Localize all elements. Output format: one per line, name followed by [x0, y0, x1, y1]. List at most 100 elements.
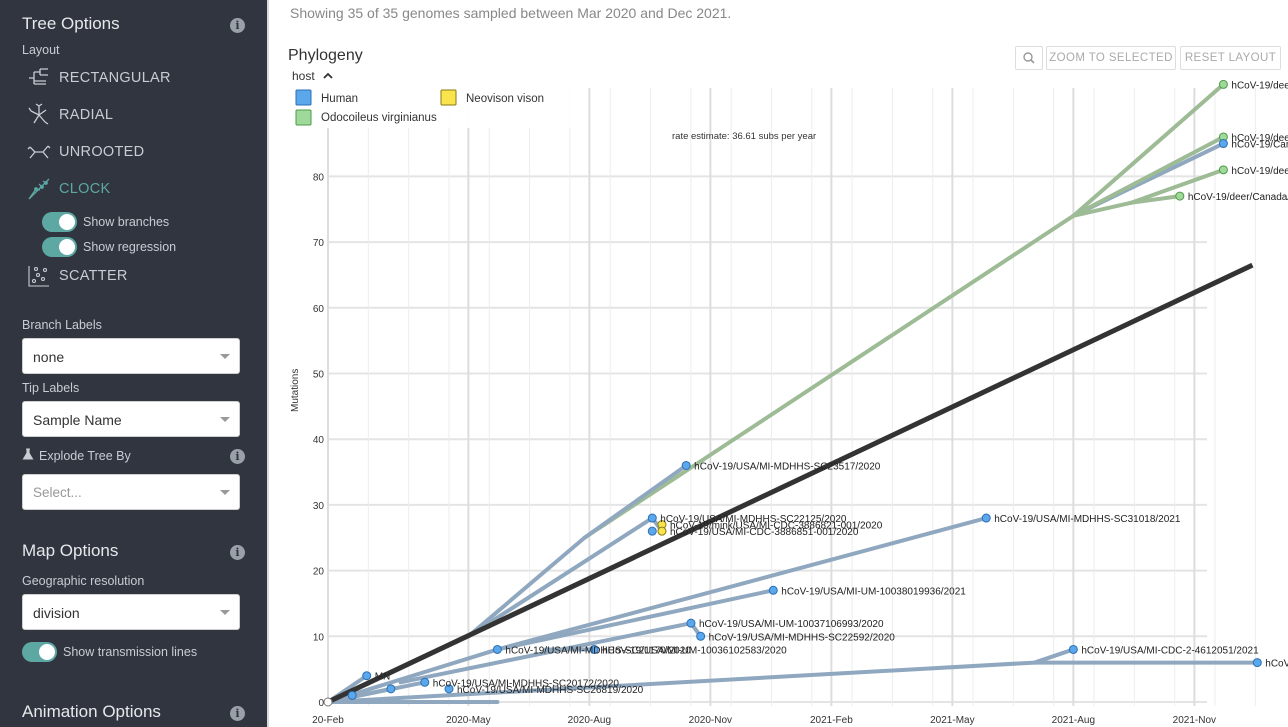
chevron-down-icon: [220, 610, 230, 615]
transmission-lines-switch[interactable]: [22, 642, 57, 662]
branch-line: [1071, 82, 1226, 218]
tip-label: hCoV-19/deer/Cana: [1231, 133, 1288, 144]
tip-label: hCoV-19/USA/MI-MDHHS-SC21170/2020: [505, 645, 691, 656]
tip-node: [657, 526, 667, 536]
branch-line: [326, 660, 1037, 704]
tip-label: hCoV-19/USA/MI-MDHHS-SC31018/2021: [994, 514, 1181, 525]
tip-labels-select[interactable]: Sample Name: [22, 401, 240, 437]
clock-chart: 0 10 20 30 40 50 60 70 80 20-Feb 2020-May 2020-Aug 2…: [287, 69, 1288, 726]
x-tick-label: 2021-Feb: [810, 715, 853, 726]
legend-bg: [287, 86, 577, 128]
tip-labels-value: Sample Name: [33, 412, 122, 428]
geo-resolution-select[interactable]: division: [22, 594, 240, 630]
tip-label: hCoV-19/mink/USA/MI-CDC-3886821-001/2020: [670, 521, 883, 532]
legend-swatch-neovison[interactable]: [440, 89, 457, 106]
tip-node: [386, 684, 396, 694]
legend-label-human[interactable]: Human: [321, 93, 358, 105]
show-branches-label: Show branches: [83, 215, 170, 229]
legend: host Human Neovison vison Odocoileus vir…: [287, 69, 577, 128]
tip-node: [362, 671, 372, 681]
rate-estimate: rate estimate: 36.61 subs per year: [672, 131, 816, 142]
x-tick-label: 20-Feb: [312, 715, 344, 726]
explode-tree-select[interactable]: Select...: [22, 474, 240, 510]
legend-label-neovison[interactable]: Neovison vison: [466, 93, 544, 105]
tip-node: [696, 631, 706, 641]
tip-label: hCoV-19/Canada/ON: [1231, 140, 1288, 151]
branch-labels-value: none: [33, 349, 65, 365]
explode-tree-label: Explode Tree By: [39, 449, 131, 463]
main-panel: Showing 35 of 35 genomes sampled between…: [269, 0, 1288, 727]
y-axis-label: Mutations: [290, 369, 301, 412]
branch-line: [582, 213, 1076, 540]
branch-line: [495, 588, 776, 652]
tip-node: [981, 513, 991, 523]
y-tick-label: 80: [313, 172, 325, 183]
sidebar: Tree Options i Layout RECTANGULAR RADIAL…: [0, 0, 267, 727]
tip-node: [1218, 165, 1228, 175]
radial-tree-icon: [28, 103, 49, 125]
magnifier-icon: [1023, 52, 1035, 64]
tip-node: [1252, 658, 1262, 668]
explode-tree-info-icon[interactable]: i: [230, 449, 245, 464]
y-tick-label: 30: [313, 501, 325, 512]
y-tick-label: 40: [313, 435, 325, 446]
layout-label: Layout: [22, 43, 60, 57]
tip-node: [1175, 191, 1185, 201]
y-tick-label: 70: [313, 238, 325, 249]
chart-grid: [327, 88, 1256, 706]
branch-labels-select[interactable]: none: [22, 338, 240, 374]
zoom-button[interactable]: [1015, 46, 1043, 70]
show-branches-switch[interactable]: [42, 212, 77, 232]
layout-radial[interactable]: RADIAL: [26, 101, 113, 129]
x-tick-label: 2020-Aug: [568, 715, 611, 726]
tip-label: hCoV-19/USA/MI-MDHHS-SC20172/2020: [433, 678, 620, 689]
chevron-down-icon: [220, 490, 230, 495]
tree-options-info-icon[interactable]: i: [230, 18, 245, 33]
y-tick-label: 10: [313, 632, 325, 643]
tip-label: MN: [375, 672, 391, 683]
y-tick-label: 0: [318, 698, 324, 709]
layout-clock-label: CLOCK: [59, 181, 111, 197]
transmission-lines-label: Show transmission lines: [63, 645, 198, 659]
tip-node: [492, 644, 502, 654]
branch-line: [1032, 647, 1076, 665]
legend-swatch-odocoileus[interactable]: [295, 109, 312, 126]
x-tick-label: 2021-May: [930, 715, 974, 726]
x-tick-label: 2021-Nov: [1173, 715, 1216, 726]
chevron-down-icon: [220, 354, 230, 359]
tip-label: hCoV-19/USA/MI-UM-10038019936/2021: [781, 586, 966, 597]
zoom-to-selected-button[interactable]: ZOOM TO SELECTED: [1046, 46, 1176, 70]
branch-line: [1071, 134, 1226, 218]
chevron-up-icon[interactable]: [323, 72, 333, 79]
explode-tree-placeholder: Select...: [33, 485, 82, 500]
map-options-info-icon[interactable]: i: [230, 545, 245, 560]
tip-label: hCoV-19/USA/MI-MDHHS-SC22125/2020: [660, 514, 847, 525]
layout-rectangular-label: RECTANGULAR: [59, 70, 171, 86]
clock-tree-icon: [28, 178, 50, 200]
chevron-down-icon: [220, 417, 230, 422]
transmission-lines-toggle[interactable]: Show transmission lines: [22, 642, 197, 662]
layout-scatter[interactable]: SCATTER: [26, 262, 128, 290]
legend-label-odocoileus[interactable]: Odocoileus virginianus: [321, 112, 437, 124]
branch-line: [466, 535, 587, 639]
layout-unrooted[interactable]: UNROOTED: [26, 138, 144, 166]
legend-swatch-human[interactable]: [295, 89, 312, 106]
show-regression-toggle[interactable]: Show regression: [42, 237, 176, 257]
layout-clock[interactable]: CLOCK: [26, 175, 110, 203]
sidebar-divider: [267, 0, 269, 727]
animation-options-info-icon[interactable]: i: [230, 706, 245, 721]
showing-summary: Showing 35 of 35 genomes sampled between…: [290, 5, 732, 21]
legend-title[interactable]: host: [292, 69, 315, 83]
chart-branches: [326, 82, 1260, 704]
chart-regression: [326, 262, 1254, 705]
x-tick-label: 2020-May: [446, 715, 490, 726]
layout-rectangular[interactable]: RECTANGULAR: [26, 64, 171, 92]
animation-options-title: Animation Options: [22, 702, 161, 721]
show-branches-toggle[interactable]: Show branches: [42, 212, 169, 232]
tip-node: [444, 684, 454, 694]
tip-node: [1218, 139, 1228, 149]
tip-label: hCoV-19/deer/Canada/ON-W: [1188, 192, 1288, 203]
reset-layout-button[interactable]: RESET LAYOUT: [1180, 46, 1281, 70]
show-regression-switch[interactable]: [42, 237, 77, 257]
map-options-title: Map Options: [22, 541, 119, 560]
